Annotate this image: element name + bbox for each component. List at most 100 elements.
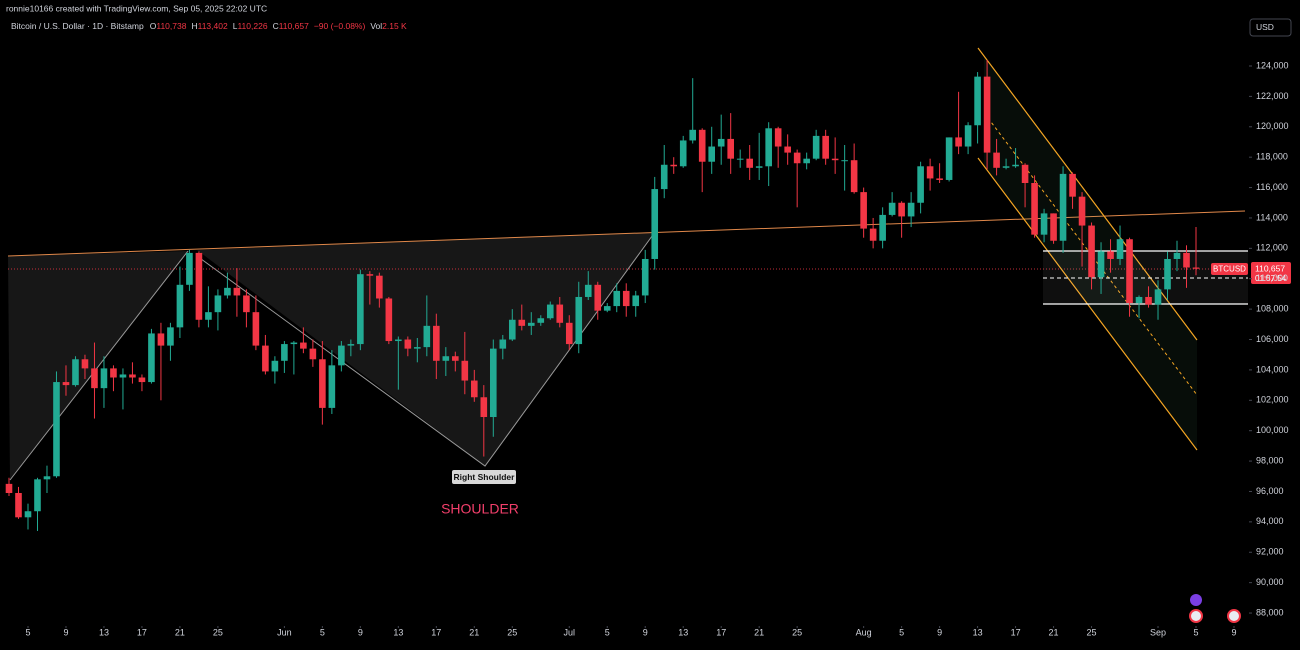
candle-body	[119, 374, 127, 378]
candle-body	[945, 137, 953, 180]
ohlc-key: H	[191, 21, 197, 31]
neckline	[7, 210, 1246, 257]
candle-body	[366, 274, 374, 276]
candle-body	[1154, 289, 1162, 305]
y-tick-label: 120,000	[1256, 121, 1289, 131]
x-tick-label: 17	[137, 627, 147, 637]
candle-body	[243, 295, 250, 313]
y-tick-label: 112,000	[1256, 243, 1288, 253]
annotation: SHOULDER	[441, 501, 519, 517]
candle-body	[765, 128, 772, 167]
candle-body	[489, 348, 497, 418]
y-tick-label: 98,000	[1256, 455, 1284, 465]
candle-body	[622, 290, 630, 307]
pattern-fill	[197, 232, 655, 466]
candle-body	[793, 152, 801, 164]
x-tick-label: 25	[792, 627, 802, 637]
y-tick-label: 100,000	[1256, 425, 1289, 435]
candle-body	[907, 202, 915, 217]
candle-body	[461, 360, 469, 381]
y-tick-label: 102,000	[1256, 395, 1289, 405]
candle-body	[841, 160, 848, 162]
x-tick-label: 13	[99, 627, 109, 637]
ohlc-value: 113,402	[198, 21, 228, 31]
currency-button[interactable]	[1249, 18, 1292, 37]
y-tick-label: 122,000	[1256, 91, 1289, 101]
candle-body	[774, 128, 782, 147]
ohlc-key: L	[233, 21, 238, 31]
candle-body	[993, 152, 1000, 168]
x-tick-label: 21	[1049, 627, 1059, 637]
candle-body	[5, 483, 13, 493]
y-tick-label: 114,000	[1256, 212, 1288, 222]
change: −90 (−0.08%)	[314, 21, 366, 31]
candle-body	[822, 135, 829, 159]
candle-body	[1002, 166, 1010, 168]
x-tick-label: 9	[643, 627, 648, 637]
candle-body	[565, 322, 573, 345]
event-icon[interactable]	[1190, 594, 1202, 606]
candle-body	[1021, 164, 1029, 183]
event-icon[interactable]	[1189, 609, 1203, 623]
candle-body	[357, 274, 364, 345]
candle-body	[319, 359, 326, 408]
candle-body	[708, 146, 716, 162]
candle-body	[898, 202, 905, 217]
ohlc-value: 110,226	[237, 21, 267, 31]
candle-body	[527, 322, 535, 326]
candle-body	[1031, 183, 1038, 235]
candle-body	[338, 345, 345, 366]
x-tick-label: 17	[431, 627, 441, 637]
currency[interactable]: USD	[1256, 22, 1274, 32]
candle-body	[1183, 252, 1190, 268]
candle-body	[689, 129, 697, 141]
x-tick-label: 9	[63, 627, 68, 637]
candle-body	[917, 166, 924, 203]
symbol-tag	[1211, 263, 1248, 275]
candle-body	[1088, 225, 1095, 278]
x-tick-label: 9	[937, 627, 942, 637]
candle-body	[300, 342, 307, 349]
candle-body	[100, 368, 108, 389]
candle-body	[1097, 251, 1105, 278]
x-tick-label: 21	[754, 627, 764, 637]
candle-body	[641, 258, 649, 296]
candle-body	[433, 325, 440, 361]
candle-body	[1059, 173, 1067, 241]
candle-body	[214, 295, 222, 313]
candle-body	[205, 312, 212, 320]
candle-body	[252, 312, 260, 346]
x-tick-label: 5	[1193, 627, 1198, 637]
candle-body	[1012, 164, 1019, 167]
candle-body	[452, 356, 459, 361]
candle-body	[62, 382, 70, 386]
candle-body	[936, 178, 943, 180]
candle-body	[414, 347, 421, 349]
candle-body	[508, 319, 516, 340]
candle-body	[594, 284, 602, 311]
x-tick-label: 9	[358, 627, 363, 637]
candle-body	[983, 76, 991, 153]
candle-body	[679, 140, 687, 167]
candle-body	[879, 214, 886, 241]
candle-body	[746, 158, 753, 168]
candle-body	[955, 137, 962, 147]
x-tick-label: 17	[1011, 627, 1021, 637]
candle-body	[755, 166, 763, 168]
candle-body	[148, 333, 155, 383]
candle-body	[850, 160, 858, 193]
label-box	[452, 470, 516, 484]
candle-body	[224, 287, 231, 296]
candle-body	[1116, 239, 1124, 259]
x-tick-label: 5	[605, 627, 610, 637]
candle-body	[43, 476, 51, 480]
y-tick-label: 116,000	[1256, 182, 1288, 192]
candle-body	[831, 158, 839, 161]
x-tick-label: 9	[1231, 627, 1236, 637]
candle-body	[81, 359, 89, 369]
candle-body	[271, 360, 279, 372]
event-icon[interactable]	[1227, 609, 1241, 623]
candle-body	[584, 284, 592, 297]
